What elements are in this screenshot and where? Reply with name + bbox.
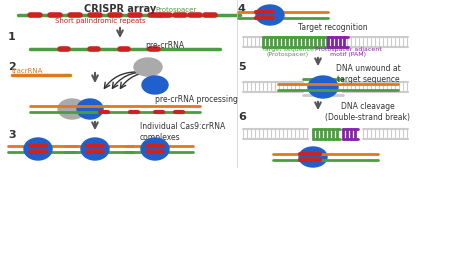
Ellipse shape — [77, 99, 103, 119]
Text: 6: 6 — [238, 112, 246, 122]
Text: 1: 1 — [8, 32, 16, 42]
Ellipse shape — [58, 99, 86, 119]
Text: 2: 2 — [8, 62, 16, 72]
Ellipse shape — [308, 76, 338, 98]
Text: DNA unwound at
target sequence: DNA unwound at target sequence — [336, 64, 401, 84]
Text: RNase III: RNase III — [132, 65, 164, 69]
Text: 3: 3 — [8, 130, 16, 140]
Text: Protospacer adjacent
motif (PAM): Protospacer adjacent motif (PAM) — [315, 47, 382, 57]
Text: DNA cleavage
(Double-strand break): DNA cleavage (Double-strand break) — [326, 102, 410, 122]
Text: Cas9: Cas9 — [145, 80, 165, 89]
Text: Protospacer: Protospacer — [155, 7, 196, 13]
Text: Individual Cas9:crRNA
complexes: Individual Cas9:crRNA complexes — [140, 122, 225, 142]
Text: Short palindromic repeats: Short palindromic repeats — [55, 18, 146, 24]
Ellipse shape — [24, 138, 52, 160]
Text: pre-crRNA processing: pre-crRNA processing — [155, 95, 238, 104]
Text: Target sequence
(Protospacer): Target sequence (Protospacer) — [262, 47, 314, 57]
Text: Target recognition: Target recognition — [298, 22, 368, 32]
Ellipse shape — [134, 58, 162, 76]
Ellipse shape — [81, 138, 109, 160]
Text: tracrRNA: tracrRNA — [12, 68, 44, 74]
Text: 4: 4 — [238, 4, 246, 14]
Text: CRISPR array: CRISPR array — [84, 4, 156, 14]
Ellipse shape — [256, 5, 284, 25]
Text: pre-crRNA: pre-crRNA — [145, 41, 184, 49]
Ellipse shape — [141, 138, 169, 160]
Text: 5: 5 — [238, 62, 246, 72]
Ellipse shape — [299, 147, 327, 167]
Ellipse shape — [142, 76, 168, 94]
